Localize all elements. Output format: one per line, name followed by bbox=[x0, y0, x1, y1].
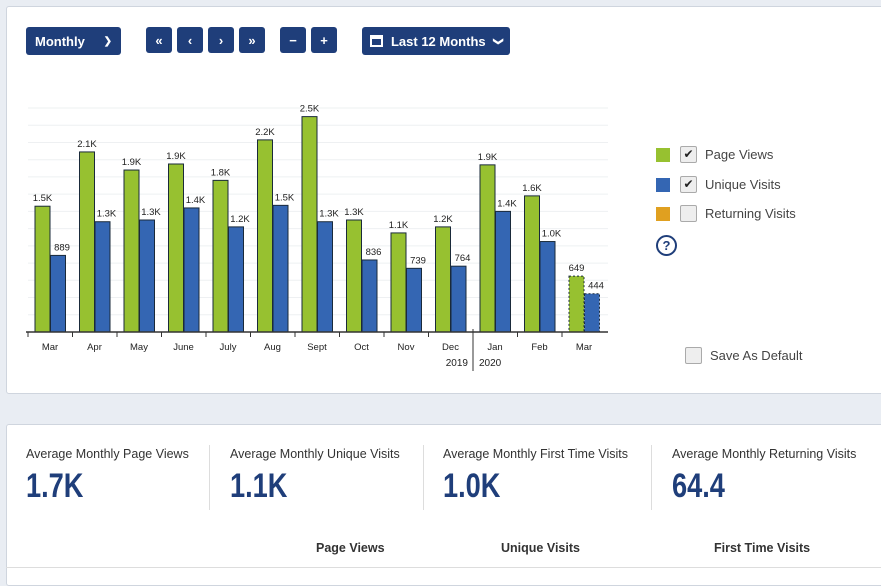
chevron-down-icon: ❯ bbox=[103, 35, 112, 47]
stat-label: Average Monthly Unique Visits bbox=[230, 447, 400, 461]
help-icon[interactable]: ? bbox=[656, 235, 677, 256]
period-select[interactable]: Monthly ❯ bbox=[26, 27, 121, 55]
legend-label: Unique Visits bbox=[705, 177, 781, 192]
zoom-out-button[interactable]: − bbox=[280, 27, 306, 53]
divider bbox=[209, 445, 210, 510]
chevron-down-icon: ❯ bbox=[492, 36, 504, 46]
save-default-option[interactable]: Save As Default bbox=[685, 347, 803, 364]
column-header-first-time-visits[interactable]: First Time Visits bbox=[714, 541, 811, 555]
returning-visits-checkbox[interactable] bbox=[680, 205, 697, 222]
page-views-swatch bbox=[656, 147, 670, 162]
prev-button[interactable]: ‹ bbox=[177, 27, 203, 53]
stat-first-time-visits: Average Monthly First Time Visits 1.0K bbox=[443, 447, 628, 506]
unique-visits-checkbox[interactable]: ✔ bbox=[680, 176, 697, 193]
stats-panel bbox=[6, 424, 881, 586]
stat-label: Average Monthly Returning Visits bbox=[672, 447, 857, 461]
returning-visits-swatch bbox=[656, 206, 670, 221]
table-divider bbox=[6, 567, 881, 568]
stat-label: Average Monthly First Time Visits bbox=[443, 447, 629, 461]
next-button[interactable]: › bbox=[208, 27, 234, 53]
divider bbox=[423, 445, 424, 510]
legend-unique-visits[interactable]: ✔ Unique Visits bbox=[656, 176, 781, 193]
date-range-label: Last 12 Months bbox=[390, 33, 486, 49]
save-default-checkbox[interactable] bbox=[685, 347, 702, 364]
stat-value: 1.1K bbox=[230, 467, 288, 505]
save-default-label: Save As Default bbox=[710, 348, 803, 363]
period-label: Monthly bbox=[35, 33, 85, 49]
legend-returning-visits[interactable]: Returning Visits bbox=[656, 205, 796, 222]
page-views-checkbox[interactable]: ✔ bbox=[680, 146, 697, 163]
stat-value: 1.0K bbox=[443, 467, 501, 505]
calendar-icon bbox=[369, 35, 383, 47]
first-button[interactable]: « bbox=[146, 27, 172, 53]
stat-value: 1.7K bbox=[26, 467, 84, 505]
stat-page-views: Average Monthly Page Views 1.7K bbox=[26, 447, 189, 506]
stat-value: 64.4 bbox=[672, 467, 725, 505]
date-range-select[interactable]: Last 12 Months ❯ bbox=[362, 27, 510, 55]
legend-label: Returning Visits bbox=[705, 206, 796, 221]
chart-panel bbox=[6, 6, 881, 394]
stat-label: Average Monthly Page Views bbox=[26, 447, 189, 461]
zoom-in-button[interactable]: + bbox=[311, 27, 337, 53]
stat-unique-visits: Average Monthly Unique Visits 1.1K bbox=[230, 447, 400, 506]
column-header-unique-visits[interactable]: Unique Visits bbox=[501, 541, 580, 555]
stat-returning-visits: Average Monthly Returning Visits 64.4 bbox=[672, 447, 856, 506]
divider bbox=[651, 445, 652, 510]
legend-label: Page Views bbox=[705, 147, 774, 162]
last-button[interactable]: » bbox=[239, 27, 265, 53]
legend-page-views[interactable]: ✔ Page Views bbox=[656, 146, 773, 163]
column-header-page-views[interactable]: Page Views bbox=[316, 541, 385, 555]
unique-visits-swatch bbox=[656, 177, 670, 192]
